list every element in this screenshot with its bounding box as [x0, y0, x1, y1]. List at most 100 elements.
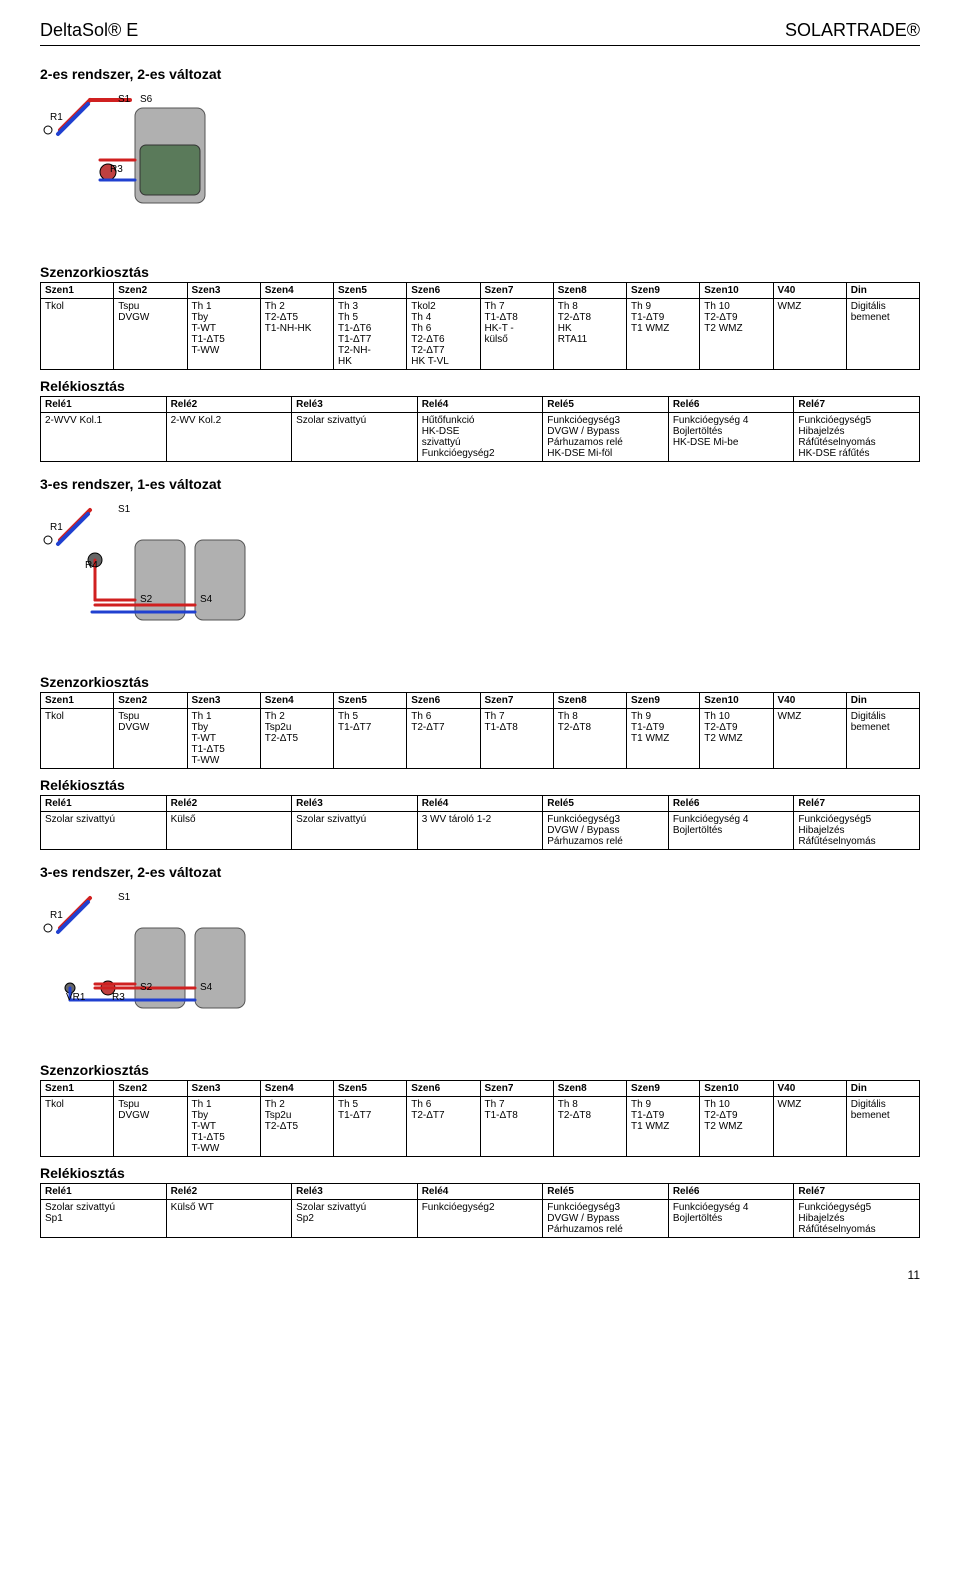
table-header: Szen3 — [187, 693, 260, 709]
table-header: Szen1 — [41, 1081, 114, 1097]
table-header: Szen1 — [41, 693, 114, 709]
table-header: Szen4 — [260, 1081, 333, 1097]
svg-text:S4: S4 — [200, 594, 213, 605]
header-divider — [40, 45, 920, 46]
section1-szenzor-label: Szenzorkiosztás — [40, 264, 920, 280]
table-cell: Th 10 T2-ΔT9 T2 WMZ — [700, 1097, 773, 1157]
table-cell: Digitális bemenet — [846, 299, 919, 370]
table-cell: Digitális bemenet — [846, 1097, 919, 1157]
table-cell: Digitális bemenet — [846, 709, 919, 769]
svg-text:R3: R3 — [112, 992, 125, 1003]
table-header: Szen9 — [627, 693, 700, 709]
table-header: V40 — [773, 283, 846, 299]
table-cell: Th 2 T2-ΔT5 T1-NH-HK — [260, 299, 333, 370]
section2-rele-label: Relékiosztás — [40, 777, 920, 793]
table-header: Szen5 — [334, 1081, 407, 1097]
svg-text:R4: R4 — [85, 560, 98, 571]
table-header: Szen10 — [700, 693, 773, 709]
table-cell: Th 1 Tby T-WT T1-ΔT5 T-WW — [187, 1097, 260, 1157]
table-header: Din — [846, 693, 919, 709]
table-cell: Th 5 T1-ΔT7 — [334, 709, 407, 769]
table-cell: Th 1 Tby T-WT T1-ΔT5 T-WW — [187, 709, 260, 769]
table-header: Szen10 — [700, 283, 773, 299]
table-cell: Tkol — [41, 1097, 114, 1157]
table-header: Relé4 — [417, 1184, 543, 1200]
table-header: Szen9 — [627, 283, 700, 299]
table-header: Relé3 — [292, 796, 418, 812]
svg-text:S4: S4 — [200, 982, 213, 993]
table-header: Relé4 — [417, 796, 543, 812]
page-header: DeltaSol® E SOLARTRADE® — [40, 20, 920, 41]
table-cell: Szolar szivattyú — [41, 812, 167, 850]
table-header: Relé7 — [794, 397, 920, 413]
table-cell: Th 2 Tsp2u T2-ΔT5 — [260, 1097, 333, 1157]
table-header: Szen2 — [114, 693, 187, 709]
diagram-svg: R1 S1 VR1 R3 S2 S4 — [40, 888, 260, 1048]
table-cell: Külső — [166, 812, 292, 850]
table-cell: WMZ — [773, 709, 846, 769]
svg-text:S1: S1 — [118, 892, 131, 903]
table-cell: Th 9 T1-ΔT9 T1 WMZ — [627, 299, 700, 370]
table-cell: Th 3 Th 5 T1-ΔT6 T1-ΔT7 T2-NH- HK — [334, 299, 407, 370]
table-header: Relé1 — [41, 1184, 167, 1200]
table-header: Relé5 — [543, 1184, 669, 1200]
table-cell: Th 1 Tby T-WT T1-ΔT5 T-WW — [187, 299, 260, 370]
table-cell: Funkcióegység5 Hibajelzés Ráfűtéselnyomá… — [794, 413, 920, 462]
section3-rele-label: Relékiosztás — [40, 1165, 920, 1181]
table-header: Relé1 — [41, 397, 167, 413]
table-cell: Th 7 T1-ΔT8 HK-T - külső — [480, 299, 553, 370]
svg-text:VR1: VR1 — [66, 992, 86, 1003]
header-right: SOLARTRADE® — [785, 20, 920, 41]
table-header: V40 — [773, 693, 846, 709]
table-header: Szen9 — [627, 1081, 700, 1097]
svg-text:R1: R1 — [50, 522, 63, 533]
table-header: Relé7 — [794, 796, 920, 812]
section2-szenzor-table: Szen1Szen2Szen3Szen4Szen5Szen6Szen7Szen8… — [40, 692, 920, 769]
table-cell: Funkcióegység3 DVGW / Bypass Párhuzamos … — [543, 413, 669, 462]
table-cell: Tspu DVGW — [114, 709, 187, 769]
table-header: Szen10 — [700, 1081, 773, 1097]
table-cell: Tkol — [41, 709, 114, 769]
table-header: Szen5 — [334, 283, 407, 299]
table-cell: WMZ — [773, 299, 846, 370]
section3-szenzor-label: Szenzorkiosztás — [40, 1062, 920, 1078]
table-cell: Funkcióegység3 DVGW / Bypass Párhuzamos … — [543, 812, 669, 850]
table-cell: Funkcióegység5 Hibajelzés Ráfűtéselnyomá… — [794, 1200, 920, 1238]
table-cell: Szolar szivattyú — [292, 812, 418, 850]
section3-diagram: R1 S1 VR1 R3 S2 S4 — [40, 888, 920, 1048]
table-cell: Tspu DVGW — [114, 299, 187, 370]
table-header: Szen7 — [480, 283, 553, 299]
table-header: Relé5 — [543, 796, 669, 812]
table-header: Relé6 — [668, 796, 794, 812]
table-header: Din — [846, 283, 919, 299]
table-cell: Hűtőfunkció HK-DSE szivattyú Funkcióegys… — [417, 413, 543, 462]
svg-text:R3: R3 — [110, 164, 123, 175]
table-cell: Th 2 Tsp2u T2-ΔT5 — [260, 709, 333, 769]
section2-szenzor-label: Szenzorkiosztás — [40, 674, 920, 690]
table-cell: WMZ — [773, 1097, 846, 1157]
section2-diagram: R1S1R4S2S4 — [40, 500, 920, 660]
table-cell: Külső WT — [166, 1200, 292, 1238]
table-header: Relé5 — [543, 397, 669, 413]
table-cell: Funkcióegység 4 Bojlertöltés — [668, 812, 794, 850]
table-cell: Funkcióegység3 DVGW / Bypass Párhuzamos … — [543, 1200, 669, 1238]
section1-diagram: R1S1S6R3 — [40, 90, 920, 250]
svg-text:S2: S2 — [140, 982, 153, 993]
table-cell: 2-WVV Kol.1 — [41, 413, 167, 462]
table-header: Relé3 — [292, 397, 418, 413]
table-cell: Th 9 T1-ΔT9 T1 WMZ — [627, 709, 700, 769]
table-header: Relé3 — [292, 1184, 418, 1200]
table-header: Szen6 — [407, 283, 480, 299]
svg-text:R1: R1 — [50, 910, 63, 921]
diagram-svg: R1S1R4S2S4 — [40, 500, 260, 660]
table-cell: 2-WV Kol.2 — [166, 413, 292, 462]
svg-text:R1: R1 — [50, 112, 63, 123]
table-header: Szen4 — [260, 283, 333, 299]
svg-text:S2: S2 — [140, 594, 153, 605]
svg-text:S6: S6 — [140, 94, 153, 105]
table-cell: Tkol — [41, 299, 114, 370]
table-header: Szen3 — [187, 283, 260, 299]
page-number: 11 — [40, 1268, 920, 1282]
section1-rele-table: Relé1Relé2Relé3Relé4Relé5Relé6Relé72-WVV… — [40, 396, 920, 462]
table-header: Szen8 — [553, 283, 626, 299]
